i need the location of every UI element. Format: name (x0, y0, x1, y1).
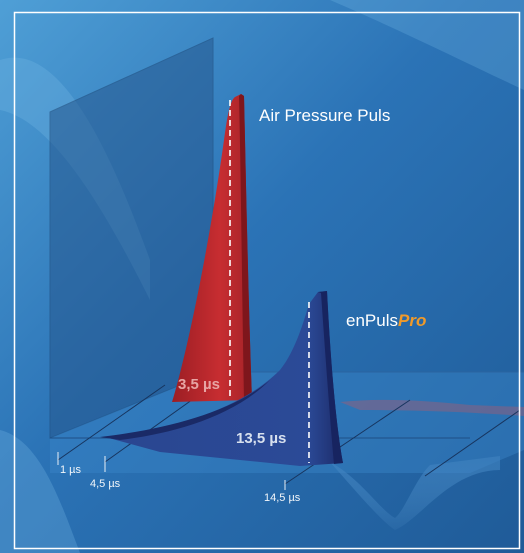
axis-tick-label-4-5us: 4,5 µs (90, 478, 121, 490)
air-pressure-pulse-shape (172, 94, 252, 402)
axis-line-extra (424, 409, 521, 477)
axis-line-14-5us (284, 399, 411, 485)
axis-line-1us (57, 384, 166, 461)
air-pressure-duration-label: 3,5 µs (178, 376, 221, 393)
enpuls-label-suffix: Pro (397, 311, 427, 330)
background-light-streak (0, 430, 80, 553)
air-pressure-pulse-sideface (239, 94, 252, 401)
enpuls-pro-duration-label: 13,5 µs (236, 430, 287, 447)
blue-reflection (330, 456, 500, 530)
enpuls-pro-series-label: enPulsPro (346, 311, 426, 331)
enpuls-pro-pulse-shape (105, 291, 343, 466)
enpuls-label-prefix: enPuls (346, 311, 398, 330)
red-reflection (340, 399, 524, 416)
enpuls-pro-pulse-sideface (318, 291, 343, 464)
axis-tick-label-1us: 1 µs (60, 464, 82, 476)
axis-tick-label-14-5us: 14,5 µs (264, 492, 301, 504)
image-frame (13, 11, 521, 550)
background-light-streak (0, 57, 150, 301)
air-pressure-series-label: Air Pressure Puls (259, 106, 391, 125)
background-light-streak (330, 0, 524, 90)
